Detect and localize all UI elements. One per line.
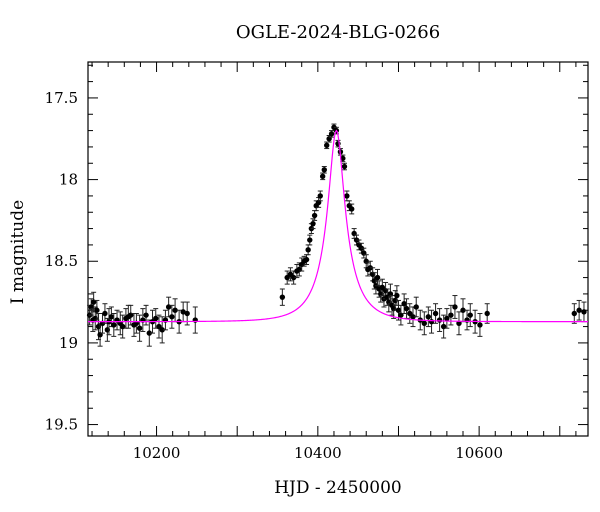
data-point — [102, 310, 108, 317]
data-point — [169, 314, 175, 320]
data-point — [340, 155, 346, 162]
data-point — [279, 294, 286, 300]
data-point — [460, 307, 466, 313]
data-point — [136, 325, 143, 331]
data-point — [303, 256, 310, 263]
data-point — [413, 304, 419, 310]
data-point — [94, 307, 100, 313]
x-tick-label: 10400 — [294, 444, 342, 462]
data-point — [290, 274, 297, 281]
data-point — [324, 142, 330, 148]
model-curve — [88, 129, 588, 323]
data-point — [401, 301, 407, 307]
data-point — [328, 131, 335, 137]
chart-title: OGLE-2024-BLG-0266 — [235, 22, 441, 43]
data-point — [111, 322, 117, 328]
data-point — [394, 292, 400, 299]
data-point — [172, 307, 178, 313]
plot-frame — [87, 61, 589, 437]
data-point — [395, 307, 402, 313]
data-point — [581, 309, 587, 315]
data-point — [341, 163, 348, 170]
data-point — [146, 330, 152, 336]
data-point — [444, 315, 450, 322]
data-point — [307, 237, 313, 243]
data-point — [321, 167, 327, 173]
data-point — [305, 247, 311, 253]
data-point — [403, 305, 410, 312]
y-tick-label: 18.5 — [45, 252, 78, 270]
x-tick-label: 10600 — [455, 444, 503, 462]
y-tick-label: 19 — [59, 334, 78, 352]
y-tick-label: 18 — [59, 171, 78, 189]
data-point — [311, 212, 318, 219]
data-point — [159, 327, 165, 333]
data-point — [484, 310, 490, 317]
data-point — [410, 314, 416, 320]
data-point — [108, 314, 115, 320]
y-tick-label: 19.5 — [45, 416, 78, 434]
data-point — [436, 317, 443, 323]
y-tick-label: 17.5 — [45, 89, 78, 107]
data-point — [477, 322, 483, 328]
data-point — [349, 206, 355, 212]
x-axis-label: HJD - 2450000 — [274, 478, 402, 498]
data-point — [452, 304, 458, 310]
data-point — [317, 193, 323, 199]
data-point — [448, 312, 454, 318]
data-point — [310, 220, 316, 227]
x-tick-label: 10200 — [133, 444, 181, 462]
data-point — [425, 314, 432, 320]
data-point — [143, 312, 149, 318]
data-point — [576, 307, 582, 313]
data-point — [374, 274, 381, 281]
data-point — [467, 312, 473, 318]
data-point — [184, 310, 190, 317]
data-point — [344, 193, 350, 199]
data-point — [432, 310, 439, 317]
data-point — [571, 310, 577, 317]
y-axis-label: I magnitude — [8, 199, 28, 305]
data-point — [421, 320, 427, 327]
data-point — [153, 315, 159, 322]
data-point — [319, 173, 326, 180]
data-point — [456, 320, 462, 327]
